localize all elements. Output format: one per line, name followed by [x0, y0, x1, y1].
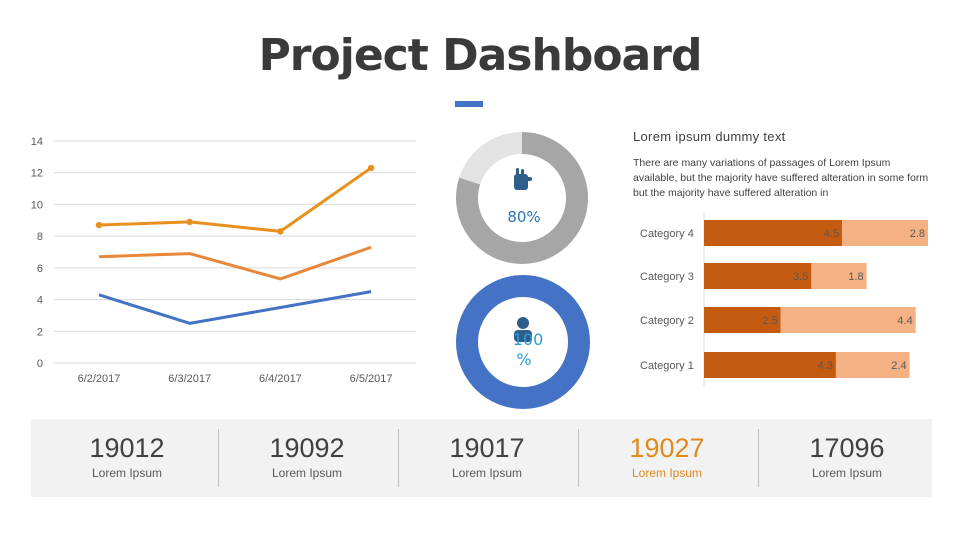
stat-label: Lorem Ipsum: [91, 466, 163, 480]
x-tick-label: 6/5/2017: [350, 373, 393, 385]
data-point: [277, 228, 284, 235]
bar-value-label: 2.5: [762, 315, 777, 327]
donut-segment-value: [456, 275, 590, 409]
text-body: There are many variations of passages of…: [633, 157, 929, 199]
donut-label: 80%: [507, 208, 540, 226]
stat-4: 19027 Lorem Ipsum: [577, 419, 757, 497]
bar-segment: [842, 220, 928, 246]
hand-icon: [514, 168, 532, 190]
data-point: [367, 164, 375, 172]
category-label: Category 2: [640, 315, 694, 327]
title-accent-bar: [455, 101, 483, 107]
series-line-2: [98, 245, 372, 281]
bar-segment: [704, 263, 812, 289]
x-tick-label: 6/3/2017: [168, 373, 211, 385]
bar-segment: [811, 263, 867, 289]
stat-label: Lorem Ipsum: [631, 466, 703, 480]
series-line-1: [98, 166, 372, 233]
donut-label: 100: [513, 330, 544, 349]
y-tick-label: 6: [37, 263, 43, 275]
divider: [398, 429, 399, 487]
donut-segment-remainder: [459, 132, 523, 185]
bar-value-label: 1.8: [848, 271, 863, 283]
stat-label: Lorem Ipsum: [271, 466, 343, 480]
person-body: [514, 330, 532, 342]
stat-value: 19027: [629, 433, 705, 463]
series-line-3: [98, 290, 372, 325]
divider: [758, 429, 759, 487]
divider: [578, 429, 579, 487]
hand-finger: [521, 169, 524, 177]
bar-value-label: 4.5: [824, 228, 839, 240]
hand-thumb: [526, 177, 532, 181]
donut-segment-value: [456, 132, 588, 264]
x-tick-label: 6/2/2017: [78, 373, 121, 385]
category-label: Category 4: [640, 228, 694, 240]
stat-value: 19092: [269, 433, 345, 463]
stat-label: Lorem Ipsum: [451, 466, 523, 480]
y-tick-label: 12: [31, 168, 43, 180]
stat-1: 19012 Lorem Ipsum: [37, 419, 217, 497]
stat-label: Lorem Ipsum: [811, 466, 883, 480]
hand-finger: [516, 168, 519, 176]
y-tick-label: 14: [31, 136, 43, 148]
y-tick-label: 2: [37, 326, 43, 338]
person-head: [517, 317, 529, 329]
bar-value-label: 4.4: [897, 315, 912, 327]
stat-2: 19092 Lorem Ipsum: [217, 419, 397, 497]
stat-5: 17096 Lorem Ipsum: [757, 419, 937, 497]
divider: [218, 429, 219, 487]
y-tick-label: 8: [37, 231, 43, 243]
category-label: Category 3: [640, 271, 694, 283]
hand-palm: [514, 174, 528, 190]
stat-value: 19017: [449, 433, 525, 463]
bar-value-label: 2.4: [891, 360, 906, 372]
bar-segment: [704, 220, 843, 246]
data-point: [95, 221, 103, 229]
y-tick-label: 0: [37, 358, 43, 370]
data-point: [186, 218, 193, 226]
donut-label: %: [516, 350, 531, 369]
bar-segment: [780, 307, 916, 333]
text-block: Lorem ipsum dummy text There are many va…: [633, 129, 933, 201]
stats-strip: 19012 Lorem Ipsum 19092 Lorem Ipsum 1901…: [31, 419, 932, 497]
x-tick-label: 6/4/2017: [259, 373, 302, 385]
stat-3: 19017 Lorem Ipsum: [397, 419, 577, 497]
person-icon: [514, 317, 532, 342]
bar-value-label: 3.5: [793, 271, 808, 283]
page-title: Project Dashboard: [258, 30, 703, 81]
y-tick-label: 10: [31, 199, 43, 211]
bar-segment: [704, 307, 781, 333]
stat-value: 17096: [809, 433, 885, 463]
bar-segment: [704, 352, 836, 378]
bar-value-label: 2.8: [910, 228, 925, 240]
bar-segment: [835, 352, 910, 378]
bar-value-label: 4.3: [818, 360, 833, 372]
category-label: Category 1: [640, 360, 694, 372]
stat-value: 19012: [89, 433, 165, 463]
y-tick-label: 4: [37, 295, 43, 307]
text-heading: Lorem ipsum dummy text: [633, 129, 786, 144]
